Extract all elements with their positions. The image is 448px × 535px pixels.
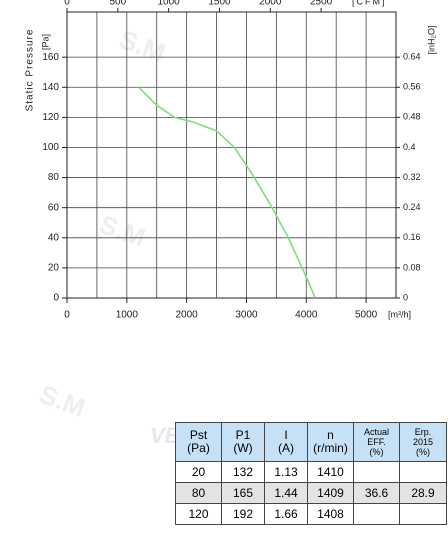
x2-tick-label: 1000: [158, 0, 181, 8]
table-cell: 1.44: [264, 482, 308, 504]
header-text: Pst: [189, 428, 208, 442]
y2-tick-label: 0.4: [403, 142, 416, 152]
header-text: (%): [416, 447, 430, 457]
x-unit: [m³/h]: [388, 309, 411, 319]
table-cell: 132: [221, 461, 265, 483]
header-cell: I (A): [264, 422, 308, 462]
plot-frame: [66, 11, 397, 299]
y-tick-label: 140: [42, 82, 59, 93]
x2-tick-label: 0: [64, 0, 70, 8]
header-text: I: [284, 428, 288, 442]
table-cell: 1409: [307, 482, 354, 504]
header-text: P1: [235, 428, 251, 442]
table-row: 120 192 1.66 1408: [175, 503, 447, 525]
header-cell: P1 (W): [221, 422, 265, 462]
header-text: (%): [369, 447, 384, 457]
table-cell: 165: [221, 482, 265, 504]
header-text: (A): [278, 441, 294, 455]
y2-tick-label: 0.08: [403, 262, 421, 272]
x2-tick-label: 500: [109, 0, 126, 8]
table-cell: 20: [175, 461, 222, 483]
y2-tick-label: 0: [403, 292, 408, 302]
x-tick-label: 3000: [235, 310, 258, 321]
header-text: (W): [233, 441, 253, 455]
x2-tick-label: 2000: [259, 0, 282, 8]
y-tick-label: 60: [48, 202, 60, 213]
curve: [138, 86, 316, 299]
header-cell: Actual EFF. (%): [353, 422, 400, 462]
header-text: (Pa): [187, 441, 210, 455]
table-cell: 80: [175, 482, 222, 504]
x2-unit: [CFM]: [352, 0, 387, 6]
table-cell: [353, 461, 400, 483]
y2-tick-label: 0.16: [403, 232, 421, 242]
y2-tick-label: 0.56: [403, 82, 421, 92]
y2-tick-label: 0.48: [403, 112, 421, 122]
header-text: EFF.: [367, 437, 386, 447]
header-text: n: [327, 428, 334, 442]
x-tick-label: 4000: [295, 310, 318, 321]
table-cell: 1410: [307, 461, 354, 483]
header-cell: n (r/min): [307, 422, 354, 462]
x-tick-label: 1000: [116, 310, 139, 321]
data-table: Pst (Pa) P1 (W) I (A) n (r/min) Actual EFF. (%) Erp…: [175, 422, 447, 525]
header-text: 2015: [412, 437, 434, 447]
x2-tick-label: 1500: [208, 0, 231, 8]
table-cell: [353, 503, 400, 525]
table-cell: 120: [175, 503, 222, 525]
table-cell: 28.9: [399, 482, 447, 504]
header-cell: Erp. 2015 (%): [399, 422, 447, 462]
x-tick-label: 5000: [355, 310, 378, 321]
y-unit: [Pa]: [40, 34, 50, 50]
table-cell: [399, 461, 447, 483]
y-tick-label: 40: [48, 232, 60, 243]
y-tick-label: 20: [48, 263, 60, 274]
watermark: S.M: [36, 379, 90, 423]
x2-tick-label: 2500: [310, 0, 333, 8]
y-tick-label: 80: [48, 172, 60, 183]
y-label: Static Pressure: [25, 29, 36, 112]
y-tick-label: 120: [42, 112, 59, 123]
table-row: 20 132 1.13 1410: [175, 461, 447, 483]
watermark: S.M: [116, 24, 170, 68]
table-row: 80 165 1.44 1409 36.6 28.9: [175, 482, 447, 504]
header-cell: Pst (Pa): [175, 422, 222, 462]
header-text: (r/min): [313, 441, 348, 455]
y-tick-label: 160: [42, 52, 59, 63]
y2-tick-label: 0.32: [403, 172, 421, 182]
table-cell: [399, 503, 447, 525]
header-text: Erp.: [414, 427, 432, 437]
y-tick-label: 100: [42, 142, 59, 153]
y2-tick-label: 0.64: [403, 52, 421, 62]
y2-tick-label: 0.24: [403, 202, 421, 212]
x-tick-label: 0: [64, 310, 70, 321]
watermark: S.M: [96, 209, 150, 253]
table-cell: 36.6: [353, 482, 400, 504]
x-tick-label: 2000: [176, 310, 199, 321]
table-cell: 1.13: [264, 461, 308, 483]
table-cell: 1408: [307, 503, 354, 525]
table-cell: 192: [221, 503, 265, 525]
table-cell: 1.66: [264, 503, 308, 525]
y-tick-label: 0: [53, 293, 59, 304]
header-text: Actual: [363, 427, 389, 437]
y2-unit: [inH₂O]: [426, 26, 436, 55]
